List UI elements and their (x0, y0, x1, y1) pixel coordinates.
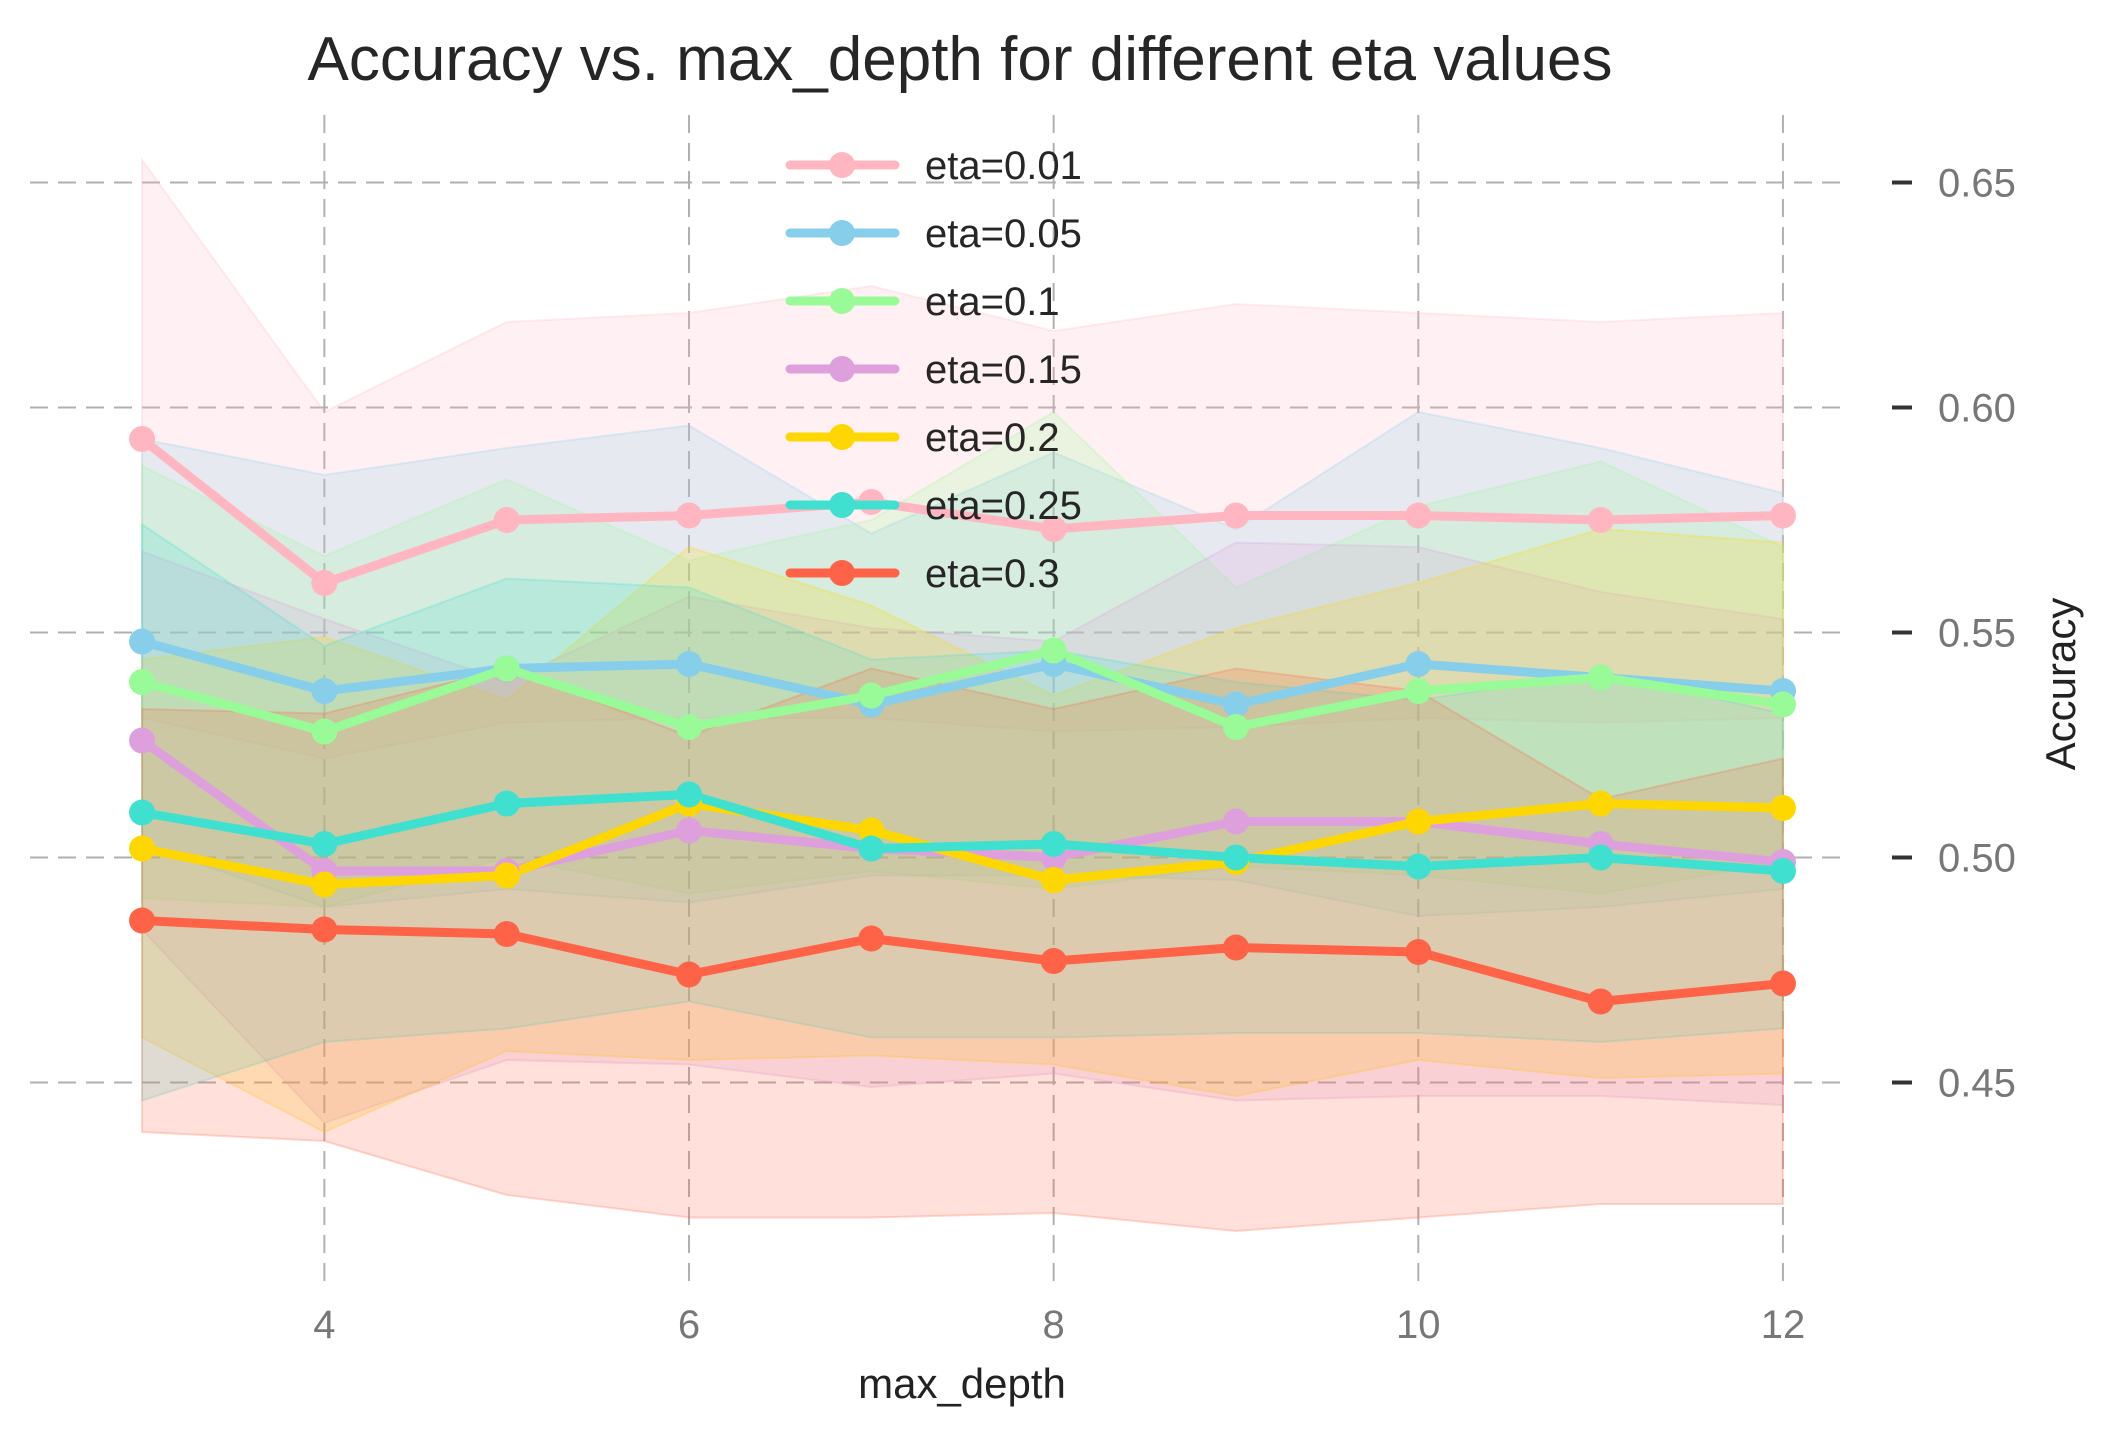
data-point-eta=0.05 (129, 628, 156, 655)
data-point-eta=0.25 (1222, 844, 1249, 871)
data-point-eta=0.3 (676, 961, 703, 988)
data-point-eta=0.05 (1405, 651, 1432, 677)
data-point-eta=0.3 (1587, 988, 1614, 1015)
data-point-eta=0.3 (858, 925, 885, 952)
data-point-eta=0.25 (493, 790, 520, 817)
data-point-eta=0.05 (676, 651, 703, 677)
y-tick-label: 0.65 (1938, 162, 2016, 206)
data-point-eta=0.1 (1405, 678, 1432, 704)
data-point-eta=0.2 (858, 817, 885, 844)
legend-label: eta=0.3 (925, 552, 1060, 596)
data-point-eta=0.1 (676, 714, 703, 740)
data-point-eta=0.2 (311, 871, 338, 898)
data-point-eta=0.1 (493, 655, 520, 682)
data-point-eta=0.1 (311, 718, 338, 745)
data-point-eta=0.2 (129, 835, 156, 862)
data-point-eta=0.01 (676, 502, 703, 529)
data-point-eta=0.01 (1587, 507, 1614, 533)
data-point-eta=0.01 (493, 507, 520, 533)
series-line-eta=0.1 (137, 646, 1788, 736)
confidence-band-eta=0.01 (141, 156, 1784, 760)
data-point-eta=0.15 (1222, 808, 1249, 835)
legend-label: eta=0.2 (925, 416, 1060, 460)
x-tick-label: 4 (313, 1303, 335, 1347)
series-line-eta=0.05 (137, 637, 1788, 709)
legend-label: eta=0.01 (925, 144, 1082, 188)
data-point-eta=0.05 (1222, 691, 1249, 718)
y-tick-label: 0.55 (1938, 612, 2016, 656)
data-point-eta=0.01 (1040, 516, 1067, 542)
data-point-eta=0.1 (129, 669, 156, 695)
data-point-eta=0.25 (858, 835, 885, 862)
data-point-eta=0.25 (1769, 858, 1796, 884)
data-point-eta=0.1 (1040, 637, 1067, 664)
data-point-eta=0.3 (129, 907, 156, 934)
data-point-eta=0.25 (311, 831, 338, 857)
legend-label: eta=0.25 (925, 484, 1082, 528)
data-point-eta=0.3 (1405, 939, 1432, 965)
x-tick-label: 12 (1761, 1303, 1806, 1347)
data-point-eta=0.2 (1769, 795, 1796, 821)
legend-label: eta=0.1 (925, 280, 1060, 324)
data-point-eta=0.25 (1040, 831, 1067, 857)
series-line-eta=0.25 (137, 790, 1788, 876)
data-point-eta=0.1 (858, 682, 885, 709)
data-point-eta=0.2 (1040, 867, 1067, 893)
legend-label: eta=0.15 (925, 348, 1082, 392)
x-axis-title: max_depth (858, 1360, 1066, 1407)
data-point-eta=0.1 (1769, 691, 1796, 718)
series-lines (137, 434, 1788, 1006)
legend-marker-eta=0.1 (829, 288, 855, 314)
series-markers (129, 426, 1796, 1015)
x-axis-ticks: 4 6 8 10 12 (313, 1303, 1805, 1347)
data-point-eta=0.3 (1222, 934, 1249, 961)
series-line-eta=0.3 (137, 916, 1788, 1006)
data-point-eta=0.3 (1040, 948, 1067, 974)
data-point-eta=0.05 (311, 678, 338, 704)
legend: eta=0.01 eta=0.05 eta=0.1 eta=0.15 eta=0.2 et… (785, 144, 1082, 596)
data-point-eta=0.25 (1405, 853, 1432, 880)
data-point-eta=0.3 (311, 916, 338, 943)
data-point-eta=0.2 (493, 862, 520, 889)
series-line-eta=0.2 (137, 799, 1788, 889)
data-point-eta=0.2 (1587, 790, 1614, 817)
legend-marker-eta=0.3 (829, 560, 855, 586)
data-point-eta=0.25 (1587, 844, 1614, 871)
legend-label: eta=0.05 (925, 212, 1082, 256)
x-tick-label: 6 (678, 1303, 700, 1347)
data-point-eta=0.3 (1769, 970, 1796, 997)
y-tick-label: 0.50 (1938, 837, 2016, 881)
y-axis-ticks: 0.45 0.50 0.55 0.60 0.65 (1892, 162, 2016, 1106)
data-point-eta=0.01 (129, 426, 156, 452)
data-point-eta=0.25 (129, 799, 156, 826)
legend-marker-eta=0.15 (829, 356, 855, 382)
data-point-eta=0.01 (1405, 502, 1432, 529)
y-tick-label: 0.45 (1938, 1062, 2016, 1106)
data-point-eta=0.1 (1222, 714, 1249, 740)
x-tick-label: 10 (1396, 1303, 1441, 1347)
data-point-eta=0.01 (311, 570, 338, 596)
data-point-eta=0.01 (1769, 502, 1796, 529)
data-point-eta=0.2 (1405, 808, 1432, 835)
data-point-eta=0.25 (676, 781, 703, 808)
data-point-eta=0.01 (1222, 502, 1249, 529)
chart-title: Accuracy vs. max_depth for different eta… (308, 25, 1613, 94)
legend-marker-eta=0.01 (829, 152, 855, 178)
y-axis-title: Accuracy (2037, 598, 2084, 771)
data-point-eta=0.15 (129, 727, 156, 754)
data-point-eta=0.1 (1587, 664, 1614, 691)
legend-marker-eta=0.25 (829, 492, 855, 518)
series-line-eta=0.01 (137, 434, 1788, 588)
x-tick-label: 8 (1043, 1303, 1065, 1347)
confidence-band-eta=0.05 (141, 410, 1784, 918)
y-tick-label: 0.60 (1938, 387, 2016, 431)
data-point-eta=0.15 (676, 817, 703, 844)
legend-marker-eta=0.05 (829, 220, 855, 246)
data-point-eta=0.3 (493, 921, 520, 947)
legend-marker-eta=0.2 (829, 424, 855, 450)
